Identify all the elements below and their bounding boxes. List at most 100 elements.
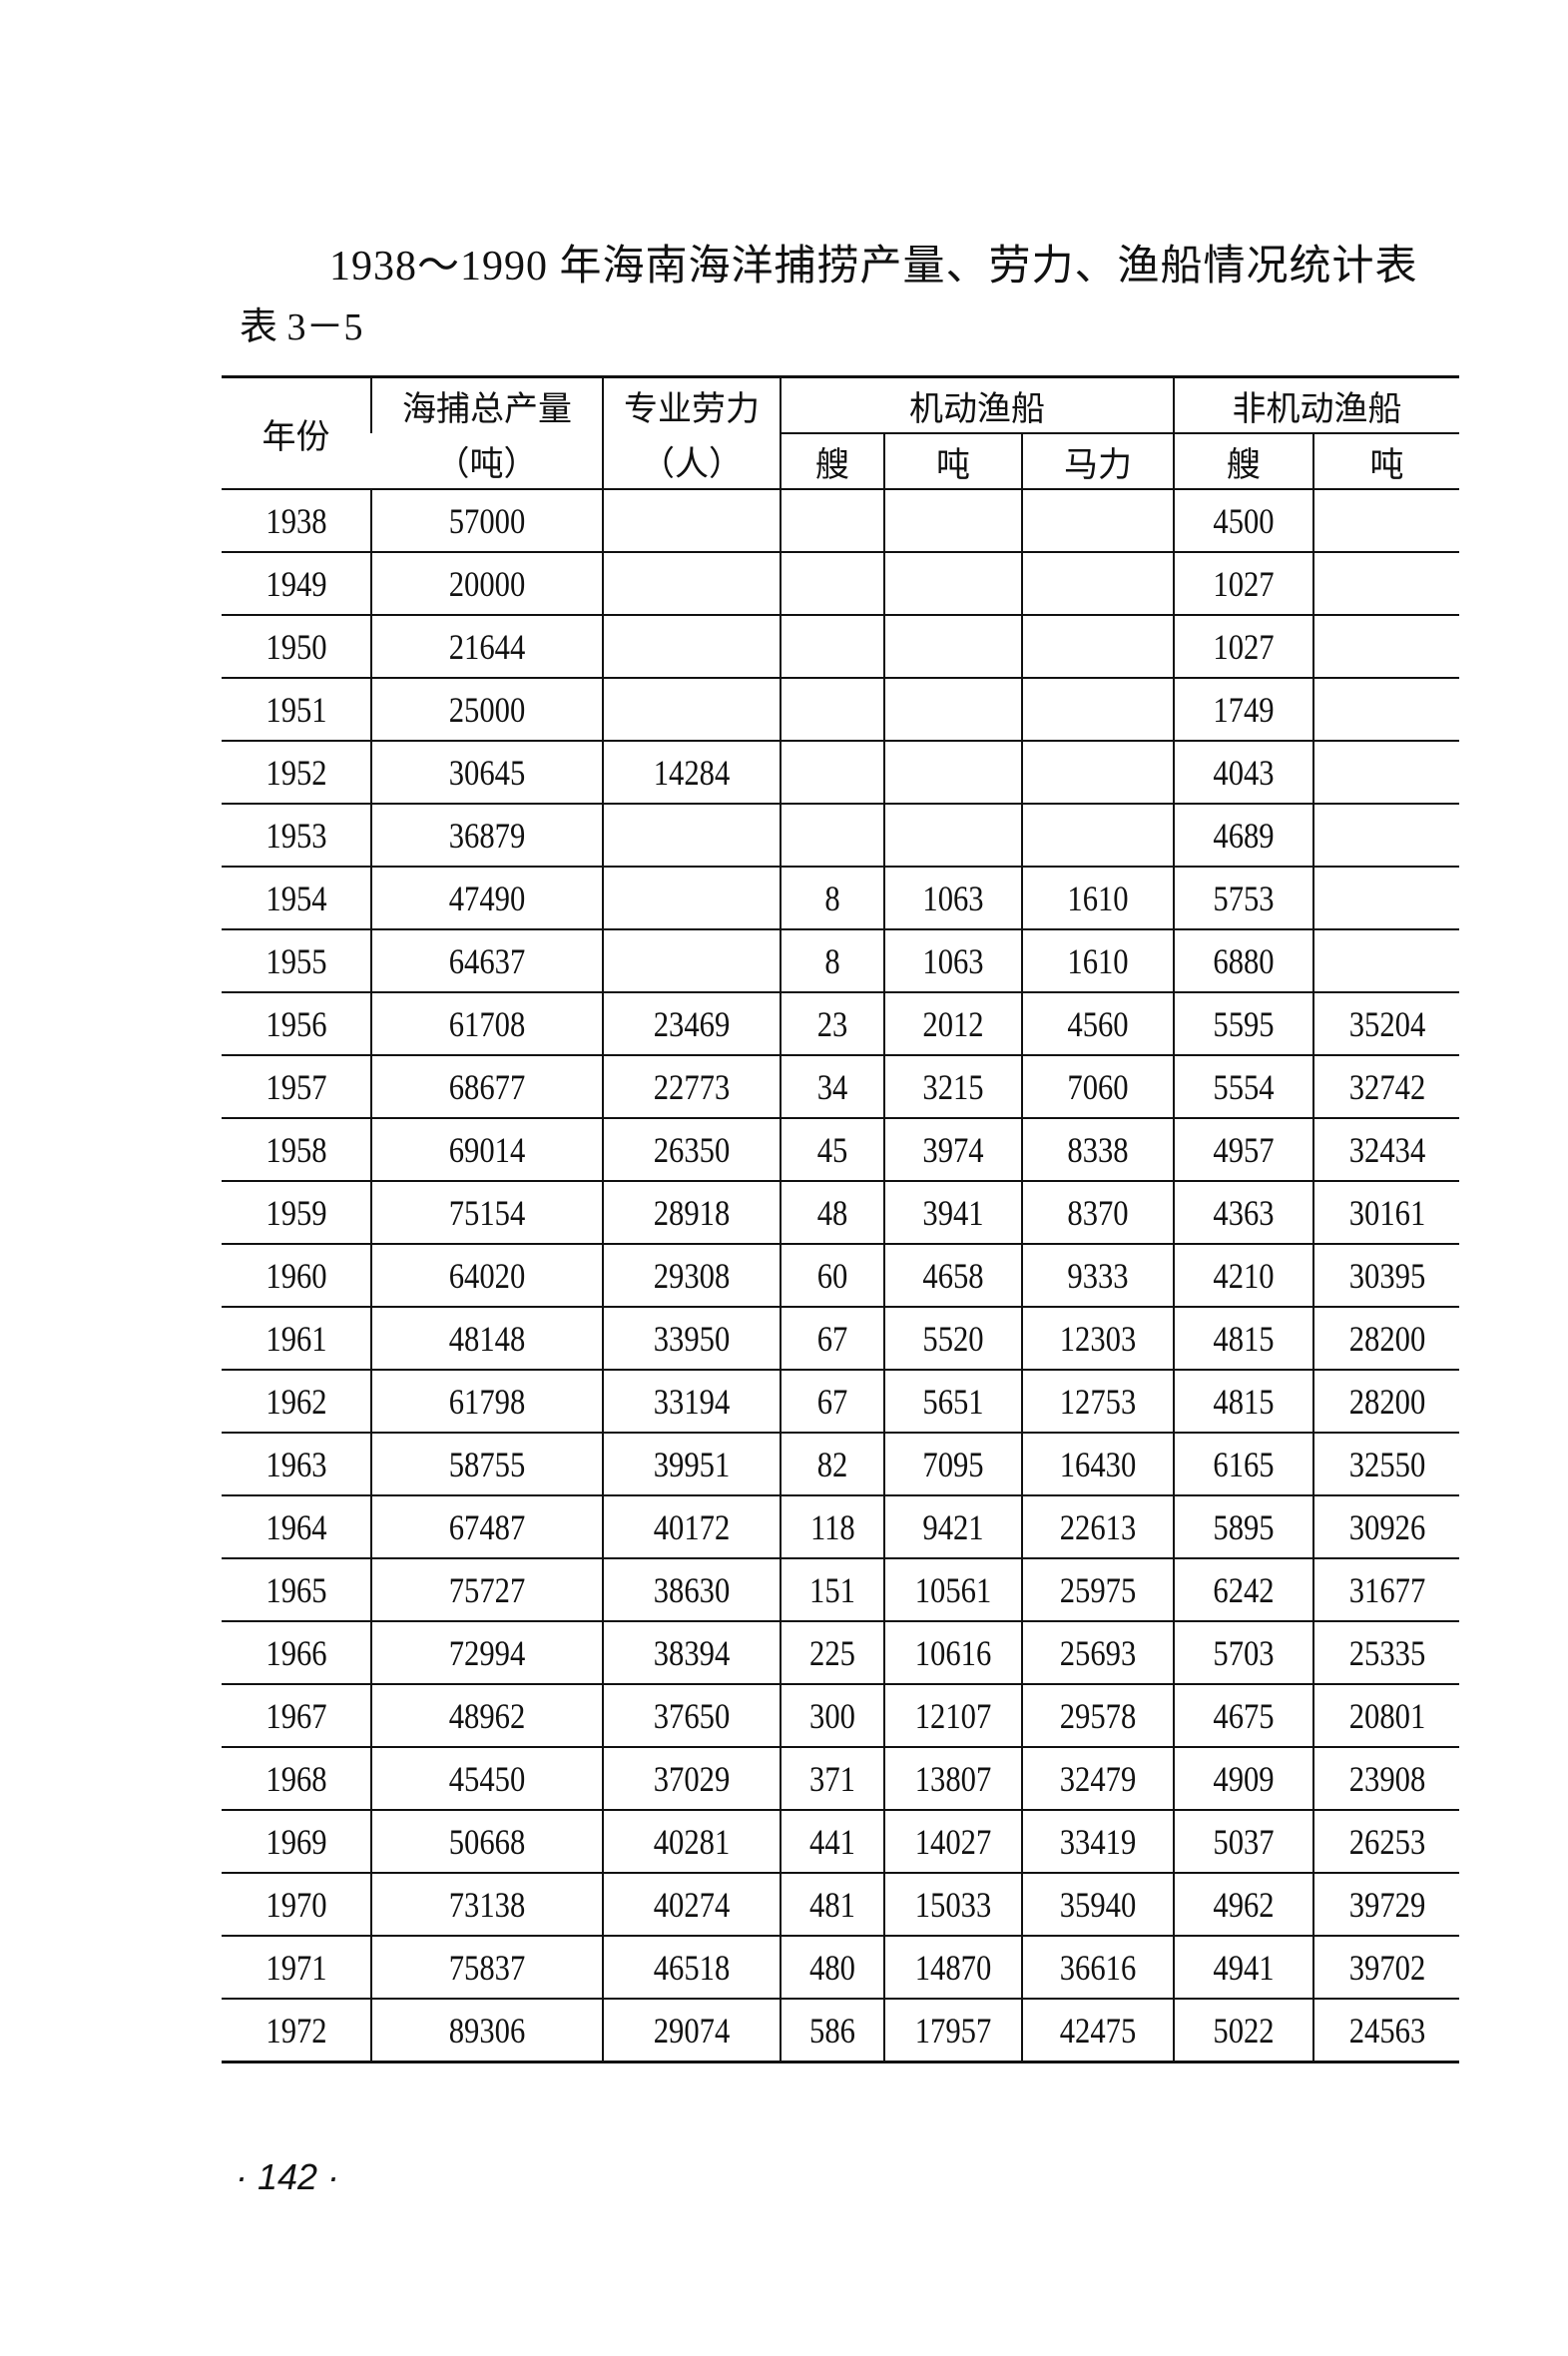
cell-nonmotor-tons: 24563 — [1312, 1999, 1459, 2063]
cell-nonmotor-tons — [1312, 489, 1459, 553]
cell-nonmotor-tons: 39702 — [1312, 1936, 1459, 2000]
cell-nonmotor-count: 1027 — [1173, 615, 1313, 679]
cell-motor-count: 23 — [780, 992, 884, 1056]
cell-motor-count: 34 — [780, 1055, 884, 1119]
cell-nonmotor-count: 1027 — [1173, 552, 1313, 616]
cell-nonmotor-tons: 39729 — [1312, 1873, 1459, 1937]
cell-motor-tons: 13807 — [883, 1747, 1022, 1811]
cell-catch: 67487 — [370, 1495, 603, 1559]
cell-motor-tons: 5520 — [883, 1307, 1022, 1371]
cell-nonmotor-tons: 26253 — [1312, 1810, 1459, 1874]
cell-motor-tons: 5651 — [883, 1370, 1022, 1434]
cell-nonmotor-tons: 31677 — [1312, 1558, 1459, 1622]
cell-motor-count: 8 — [780, 929, 884, 993]
table-number: 表 3－5 — [240, 306, 363, 348]
cell-motor-hp — [1021, 678, 1174, 742]
cell-motor-hp: 33419 — [1021, 1810, 1174, 1874]
cell-labor: 40274 — [602, 1873, 781, 1937]
cell-nonmotor-count: 4957 — [1173, 1118, 1313, 1182]
cell-nonmotor-count: 4675 — [1173, 1684, 1313, 1748]
cell-year: 1964 — [222, 1495, 371, 1559]
cell-catch: 64020 — [370, 1244, 603, 1308]
cell-nonmotor-tons: 25335 — [1312, 1621, 1459, 1685]
cell-labor: 38394 — [602, 1621, 781, 1685]
cell-labor: 40281 — [602, 1810, 781, 1874]
cell-motor-count: 48 — [780, 1181, 884, 1245]
cell-labor: 33950 — [602, 1307, 781, 1371]
cell-motor-count: 82 — [780, 1433, 884, 1496]
cell-nonmotor-count: 5037 — [1173, 1810, 1313, 1874]
page-number: · 142 · — [236, 2156, 340, 2197]
cell-motor-hp — [1021, 804, 1174, 868]
table-row: 1962 61798 33194 67 5651 12753 4815 28200 — [222, 1370, 1459, 1434]
cell-labor: 46518 — [602, 1936, 781, 2000]
cell-motor-tons: 3215 — [883, 1055, 1022, 1119]
cell-motor-hp: 12303 — [1021, 1307, 1174, 1371]
cell-motor-tons: 14870 — [883, 1936, 1022, 2000]
cell-nonmotor-count: 6880 — [1173, 929, 1313, 993]
cell-motor-tons: 17957 — [883, 1999, 1022, 2063]
cell-nonmotor-count: 4909 — [1173, 1747, 1313, 1811]
cell-motor-count: 67 — [780, 1307, 884, 1371]
cell-labor: 40172 — [602, 1495, 781, 1559]
cell-year: 1971 — [222, 1936, 371, 2000]
cell-motor-tons — [883, 615, 1022, 679]
cell-nonmotor-count: 5703 — [1173, 1621, 1313, 1685]
cell-labor: 26350 — [602, 1118, 781, 1182]
header-catch-unit: （吨） — [371, 433, 603, 490]
table-row: 1972 89306 29074 586 17957 42475 5022 24563 — [222, 1999, 1459, 2063]
cell-nonmotor-tons: 23908 — [1312, 1747, 1459, 1811]
cell-motor-hp: 7060 — [1021, 1055, 1174, 1119]
cell-labor: 29308 — [602, 1244, 781, 1308]
cell-nonmotor-tons: 30395 — [1312, 1244, 1459, 1308]
cell-labor — [602, 929, 781, 993]
table-row: 1954 47490 8 1063 1610 5753 — [222, 867, 1459, 930]
cell-nonmotor-count: 4689 — [1173, 804, 1313, 868]
table-row: 1967 48962 37650 300 12107 29578 4675 20801 — [222, 1684, 1459, 1748]
cell-motor-count — [780, 615, 884, 679]
cell-nonmotor-tons: 28200 — [1312, 1370, 1459, 1434]
cell-motor-hp: 32479 — [1021, 1747, 1174, 1811]
cell-catch: 75154 — [370, 1181, 603, 1245]
cell-motor-hp: 35940 — [1021, 1873, 1174, 1937]
cell-catch: 48962 — [370, 1684, 603, 1748]
cell-motor-hp: 25693 — [1021, 1621, 1174, 1685]
cell-nonmotor-tons: 32742 — [1312, 1055, 1459, 1119]
cell-nonmotor-tons: 30161 — [1312, 1181, 1459, 1245]
cell-year: 1960 — [222, 1244, 371, 1308]
cell-labor: 39951 — [602, 1433, 781, 1496]
cell-catch: 89306 — [370, 1999, 603, 2063]
cell-motor-count: 151 — [780, 1558, 884, 1622]
header-labor-unit: （人） — [602, 433, 781, 490]
table-row: 1959 75154 28918 48 3941 8370 4363 30161 — [222, 1181, 1459, 1245]
cell-labor: 33194 — [602, 1370, 781, 1434]
cell-motor-hp: 42475 — [1021, 1999, 1174, 2063]
cell-labor: 37029 — [602, 1747, 781, 1811]
cell-motor-hp: 8338 — [1021, 1118, 1174, 1182]
cell-labor — [602, 867, 781, 930]
cell-motor-count: 480 — [780, 1936, 884, 2000]
table-row: 1965 75727 38630 151 10561 25975 6242 31677 — [222, 1558, 1459, 1622]
header-motor-count: 艘 — [780, 433, 884, 490]
cell-labor — [602, 489, 781, 553]
cell-nonmotor-tons: 32434 — [1312, 1118, 1459, 1182]
cell-motor-tons: 3941 — [883, 1181, 1022, 1245]
cell-catch: 72994 — [370, 1621, 603, 1685]
cell-motor-hp: 4560 — [1021, 992, 1174, 1056]
table-row: 1956 61708 23469 23 2012 4560 5595 35204 — [222, 992, 1459, 1056]
cell-year: 1972 — [222, 1999, 371, 2063]
cell-catch: 50668 — [370, 1810, 603, 1874]
cell-nonmotor-tons: 28200 — [1312, 1307, 1459, 1371]
cell-catch: 68677 — [370, 1055, 603, 1119]
cell-motor-tons: 9421 — [883, 1495, 1022, 1559]
cell-motor-count: 45 — [780, 1118, 884, 1182]
header-nonmotor-tons: 吨 — [1312, 433, 1459, 490]
cell-year: 1966 — [222, 1621, 371, 1685]
cell-nonmotor-count: 4815 — [1173, 1370, 1313, 1434]
table-body: 1938 57000 4500 1949 20000 1027 1950 21644 1027 1… — [222, 489, 1459, 2063]
cell-year: 1961 — [222, 1307, 371, 1371]
cell-nonmotor-tons — [1312, 552, 1459, 616]
cell-year: 1967 — [222, 1684, 371, 1748]
cell-motor-tons: 14027 — [883, 1810, 1022, 1874]
cell-motor-count: 441 — [780, 1810, 884, 1874]
